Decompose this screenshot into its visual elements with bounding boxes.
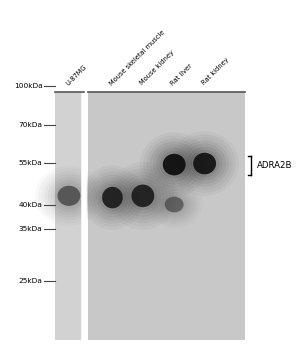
Ellipse shape	[128, 181, 157, 210]
Text: 55kDa: 55kDa	[19, 160, 42, 166]
Ellipse shape	[102, 187, 123, 208]
Ellipse shape	[180, 140, 229, 187]
Ellipse shape	[57, 186, 80, 206]
Ellipse shape	[51, 180, 87, 212]
Ellipse shape	[131, 184, 154, 207]
Ellipse shape	[162, 195, 186, 215]
Ellipse shape	[165, 197, 184, 212]
Ellipse shape	[193, 153, 216, 174]
Ellipse shape	[57, 186, 80, 206]
Text: 40kDa: 40kDa	[19, 202, 42, 208]
Ellipse shape	[102, 187, 123, 208]
Ellipse shape	[54, 183, 84, 209]
Text: ADRA2B: ADRA2B	[257, 161, 293, 170]
Ellipse shape	[163, 154, 186, 175]
Text: 25kDa: 25kDa	[19, 278, 42, 284]
Text: U-87MG: U-87MG	[65, 63, 88, 86]
Ellipse shape	[160, 151, 189, 178]
Ellipse shape	[131, 184, 154, 207]
Ellipse shape	[187, 147, 223, 181]
Text: Mouse kidney: Mouse kidney	[138, 50, 175, 86]
Ellipse shape	[156, 148, 192, 182]
FancyBboxPatch shape	[88, 92, 245, 340]
Text: Rat liver: Rat liver	[170, 63, 194, 86]
Ellipse shape	[150, 141, 199, 188]
Ellipse shape	[93, 177, 132, 218]
Ellipse shape	[125, 178, 161, 214]
Ellipse shape	[193, 153, 216, 174]
FancyBboxPatch shape	[55, 92, 84, 340]
Text: 70kDa: 70kDa	[18, 122, 42, 128]
Ellipse shape	[99, 184, 126, 211]
Text: Mouse skeletal muscle: Mouse skeletal muscle	[108, 29, 166, 86]
Ellipse shape	[153, 145, 195, 184]
Text: Rat kidney: Rat kidney	[200, 57, 230, 86]
Ellipse shape	[96, 181, 129, 215]
Text: 35kDa: 35kDa	[19, 226, 42, 232]
Ellipse shape	[163, 154, 186, 175]
Ellipse shape	[122, 175, 164, 217]
Ellipse shape	[190, 150, 219, 177]
Ellipse shape	[165, 197, 184, 212]
Ellipse shape	[183, 144, 226, 183]
Text: 100kDa: 100kDa	[14, 83, 42, 90]
